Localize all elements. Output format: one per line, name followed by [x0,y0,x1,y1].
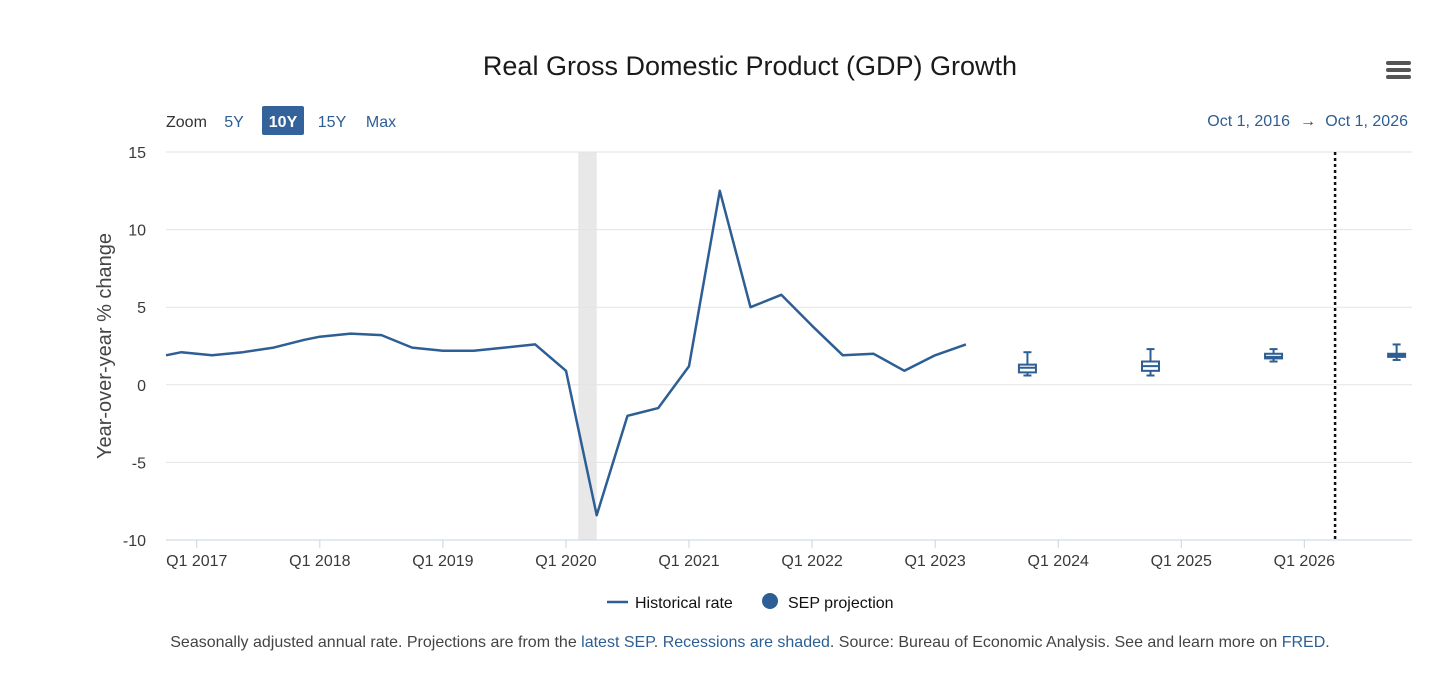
historical-point [241,350,245,354]
historical-point [502,346,506,350]
latest-sep-link[interactable]: latest SEP [581,634,654,651]
historical-point [625,414,629,418]
chart-title: Real Gross Domestic Product (GDP) Growth [483,51,1017,81]
historical-rate-line [165,189,967,517]
x-tick-label: Q1 2026 [1274,553,1335,570]
zoom-5y-label[interactable]: 5Y [224,114,244,131]
footnote-text-2: . [653,634,663,651]
zoom-max-label[interactable]: Max [366,114,396,131]
legend-label-sep[interactable]: SEP projection [788,595,894,612]
y-tick-label: 15 [128,145,146,162]
x-tick-label: Q1 2022 [781,553,842,570]
recessions-link[interactable]: Recessions are shaded [662,634,830,651]
range-end-input[interactable]: Oct 1, 2026 [1325,113,1408,130]
recession-band [578,152,597,540]
historical-point [841,353,845,357]
historical-point [379,333,383,337]
range-start-input[interactable]: Oct 1, 2016 [1207,113,1290,130]
x-tick-label: Q1 2024 [1028,553,1089,570]
y-tick-label: -10 [123,533,146,550]
legend: Historical rate SEP projection [607,593,894,612]
historical-point [933,353,937,357]
historical-point [779,293,783,297]
zoom-5y-button[interactable]: 5Y [224,114,244,131]
zoom-max-button[interactable]: Max [366,114,396,131]
historical-point [472,349,476,353]
y-tick-label: 10 [128,223,146,240]
x-tick-label: Q1 2019 [412,553,473,570]
historical-point [410,346,414,350]
historical-point [179,350,183,354]
y-axis-title: Year-over-year % change [94,233,116,459]
zoom-10y-label[interactable]: 10Y [269,114,298,131]
y-tick-label: -5 [132,455,146,472]
historical-point [441,349,445,353]
footnote-text-1: Seasonally adjusted annual rate. Project… [170,634,582,651]
legend-item-sep[interactable]: SEP projection [762,593,894,612]
historical-point [210,353,214,357]
fred-link[interactable]: FRED [1281,634,1326,651]
historical-point [564,369,568,373]
historical-point [749,305,753,309]
footnote-text-4: . [1325,634,1330,651]
legend-label-historical[interactable]: Historical rate [635,595,733,612]
historical-point [872,352,876,356]
legend-item-historical[interactable]: Historical rate [607,595,733,612]
footnote-text-3: . Source: Bureau of Economic Analysis. S… [829,634,1282,651]
historical-point [718,189,722,193]
historical-point [810,324,814,328]
historical-point [656,406,660,410]
historical-point [349,332,353,336]
historical-point [595,513,599,517]
zoom-label: Zoom [166,114,207,131]
x-tick-label: Q1 2020 [535,553,596,570]
legend-dot-icon [762,593,778,609]
historical-point [533,342,537,346]
x-tick-label: Q1 2021 [658,553,719,570]
zoom-10y-button[interactable]: 10Y [262,106,304,135]
x-tick-label: Q1 2023 [904,553,965,570]
x-tick-label: Q1 2018 [289,553,350,570]
historical-point [964,342,968,346]
zoom-15y-button[interactable]: 15Y [318,114,347,131]
plot-area: 15 10 5 0 -5 -10 Q1 2017 Q1 2018 Q1 2019 Q1 2020 Q… [123,145,1412,570]
x-tick-label: Q1 2017 [166,553,227,570]
historical-point [902,369,906,373]
zoom-15y-label[interactable]: 15Y [318,114,347,131]
hamburger-menu-icon[interactable] [1380,56,1416,84]
historical-point [272,346,276,350]
historical-point [687,364,691,368]
range-arrow-icon: → [1300,113,1316,130]
historical-point [318,335,322,339]
historical-point [164,353,168,357]
historical-point [302,338,306,342]
y-tick-label: 0 [137,378,146,395]
x-tick-label: Q1 2025 [1151,553,1212,570]
footnote: Seasonally adjusted annual rate. Project… [0,634,1456,652]
y-tick-label: 5 [137,300,146,317]
